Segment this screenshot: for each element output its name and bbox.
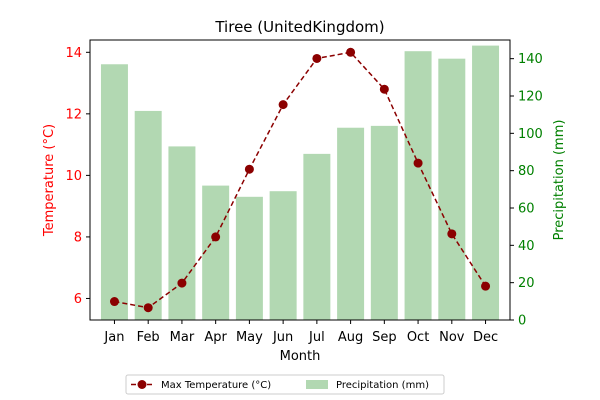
right-axis-ticks: 0 20 40 60 80 100 120 140: [510, 52, 543, 329]
precip-bar-dec: [472, 45, 500, 320]
x-tick-label: Oct: [407, 330, 429, 345]
precip-bar-may: [235, 196, 263, 320]
left-tick-label: 14: [65, 46, 82, 61]
precip-bar-jan: [100, 64, 128, 321]
left-axis-label: Temperature (°C): [42, 124, 57, 237]
legend-box: [125, 374, 445, 395]
legend: Max Temperature (°C) Precipitation (mm): [125, 374, 445, 395]
x-tick-label: Jul: [308, 330, 325, 345]
left-tick-label: 6: [74, 292, 82, 307]
precip-bar-mar: [168, 146, 196, 320]
legend-label-temperature: Max Temperature (°C): [161, 380, 271, 391]
right-axis-label: Precipitation (mm): [552, 120, 567, 241]
legend-bar-swatch: [306, 380, 328, 389]
right-tick-label: 140: [518, 52, 543, 67]
x-tick-label: May: [236, 330, 263, 345]
precip-bar-aug: [337, 127, 365, 320]
x-tick-label: Sep: [372, 330, 397, 345]
temp-point-may: [244, 164, 254, 174]
left-tick-label: 12: [65, 107, 82, 122]
temp-point-oct: [413, 158, 423, 168]
right-tick-label: 120: [518, 90, 543, 105]
chart-title: Tiree (UnitedKingdom): [214, 18, 384, 36]
legend-entry-temperature: Max Temperature (°C): [131, 380, 271, 391]
x-tick-label: Feb: [137, 330, 160, 345]
x-tick-label: Jun: [272, 330, 293, 345]
precip-bar-nov: [438, 58, 466, 321]
precip-bar-jul: [303, 153, 331, 320]
x-tick-label: Aug: [338, 330, 363, 345]
temp-point-dec: [481, 281, 491, 291]
temp-point-mar: [177, 278, 187, 288]
right-tick-label: 100: [518, 127, 543, 142]
right-tick-label: 20: [518, 276, 535, 291]
temp-point-apr: [211, 232, 221, 242]
precip-bar-jun: [269, 191, 297, 320]
x-tick-label: Nov: [439, 330, 465, 345]
right-tick-label: 40: [518, 239, 535, 254]
precip-bar-oct: [404, 51, 432, 320]
x-axis-ticks: Jan Feb Mar Apr May Jun Jul Aug Sep Oct Nov Dec: [103, 320, 498, 345]
right-tick-label: 60: [518, 202, 535, 217]
left-tick-label: 10: [65, 169, 82, 184]
precip-bar-apr: [202, 185, 230, 320]
precip-bar-sep: [370, 125, 398, 321]
left-axis-ticks: 6 8 10 12 14: [65, 46, 90, 307]
temp-point-sep: [379, 84, 389, 94]
x-axis-label: Month: [280, 349, 321, 364]
temp-point-jan: [109, 297, 119, 307]
plot-frame: [89, 39, 511, 321]
temp-point-nov: [447, 229, 457, 239]
precipitation-bars: [100, 45, 500, 321]
left-tick-label: 8: [74, 230, 82, 245]
legend-entry-precipitation: Precipitation (mm): [306, 380, 429, 391]
x-tick-label: Mar: [170, 330, 195, 345]
x-tick-label: Dec: [473, 330, 498, 345]
right-tick-label: 0: [518, 314, 526, 329]
right-tick-label: 80: [518, 164, 535, 179]
temp-point-aug: [346, 47, 356, 57]
temp-point-jun: [278, 100, 288, 110]
x-tick-label: Jan: [103, 330, 124, 345]
legend-marker-swatch: [137, 380, 147, 389]
temperature-line-series: [109, 47, 491, 313]
temp-point-feb: [143, 303, 153, 313]
x-tick-label: Apr: [204, 330, 227, 345]
precip-bar-feb: [134, 110, 162, 321]
legend-label-precipitation: Precipitation (mm): [336, 380, 429, 391]
temp-point-jul: [312, 53, 322, 63]
